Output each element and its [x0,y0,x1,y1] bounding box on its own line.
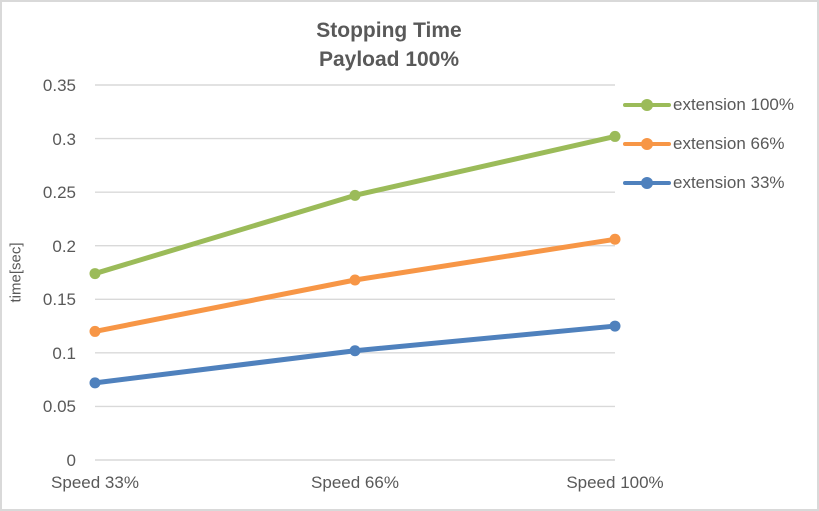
y-tick-label: 0.3 [52,129,76,149]
data-point-marker [609,320,621,332]
legend-marker-icon [623,137,671,150]
legend-item: extension 33% [623,163,794,202]
data-point-marker [89,268,101,280]
y-tick-label: 0.25 [42,183,76,203]
y-tick-label: 0.2 [52,236,76,256]
chart-title: Stopping Time Payload 100% [189,16,589,74]
legend-item-label: extension 33% [673,172,785,192]
data-point-marker [349,189,361,201]
y-tick-label: 0.1 [52,343,76,363]
data-point-marker [89,325,101,337]
chart-title-line-2: Payload 100% [318,48,460,71]
data-point-marker [349,345,361,357]
y-tick-label: 0.05 [42,397,76,417]
data-point-marker [349,274,361,286]
x-category-label: Speed 33% [51,473,139,492]
data-point-marker [609,130,621,142]
legend-item-label: extension 66% [673,133,785,153]
y-tick-label: 0.35 [42,76,76,95]
data-point-marker [609,233,621,245]
data-point-marker [89,377,101,389]
legend-item: extension 100% [623,85,794,124]
legend-item-label: extension 100% [673,94,794,114]
chart-title-line-1: Stopping Time [316,19,462,42]
legend-item: extension 66% [623,124,794,163]
legend-marker-icon [623,176,671,189]
x-category-label: Speed 66% [311,473,399,492]
y-tick-label: 0 [66,451,76,470]
legend-marker-icon [623,98,671,111]
x-category-label: Speed 100% [566,473,664,492]
y-tick-label: 0.15 [42,290,76,310]
legend: extension 100% extension 66% extension 33% [623,85,794,202]
